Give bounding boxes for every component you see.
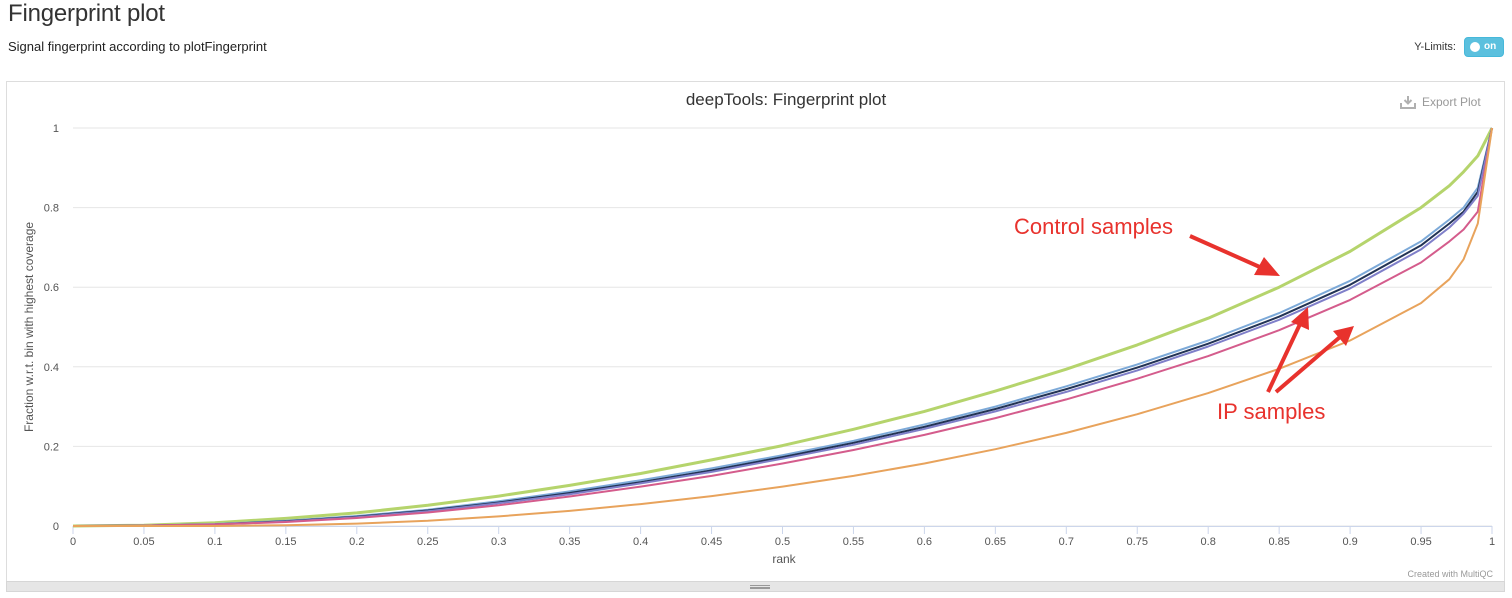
page-subtitle: Signal fingerprint according to plotFing… — [8, 39, 267, 54]
toggle-knob — [1470, 42, 1480, 52]
plot-resize-handle[interactable] — [6, 581, 1505, 592]
export-plot-button[interactable]: Export Plot — [1400, 95, 1481, 109]
resize-grip-icon — [750, 585, 770, 589]
export-plot-label: Export Plot — [1422, 95, 1481, 109]
ylimits-control: Y-Limits: on — [1414, 36, 1504, 58]
plot-container — [6, 81, 1505, 582]
toggle-text: on — [1484, 41, 1497, 52]
ylimits-toggle[interactable]: on — [1464, 37, 1504, 57]
page-title: Fingerprint plot — [8, 0, 165, 27]
download-icon — [1400, 96, 1416, 109]
ylimits-label: Y-Limits: — [1414, 41, 1456, 53]
